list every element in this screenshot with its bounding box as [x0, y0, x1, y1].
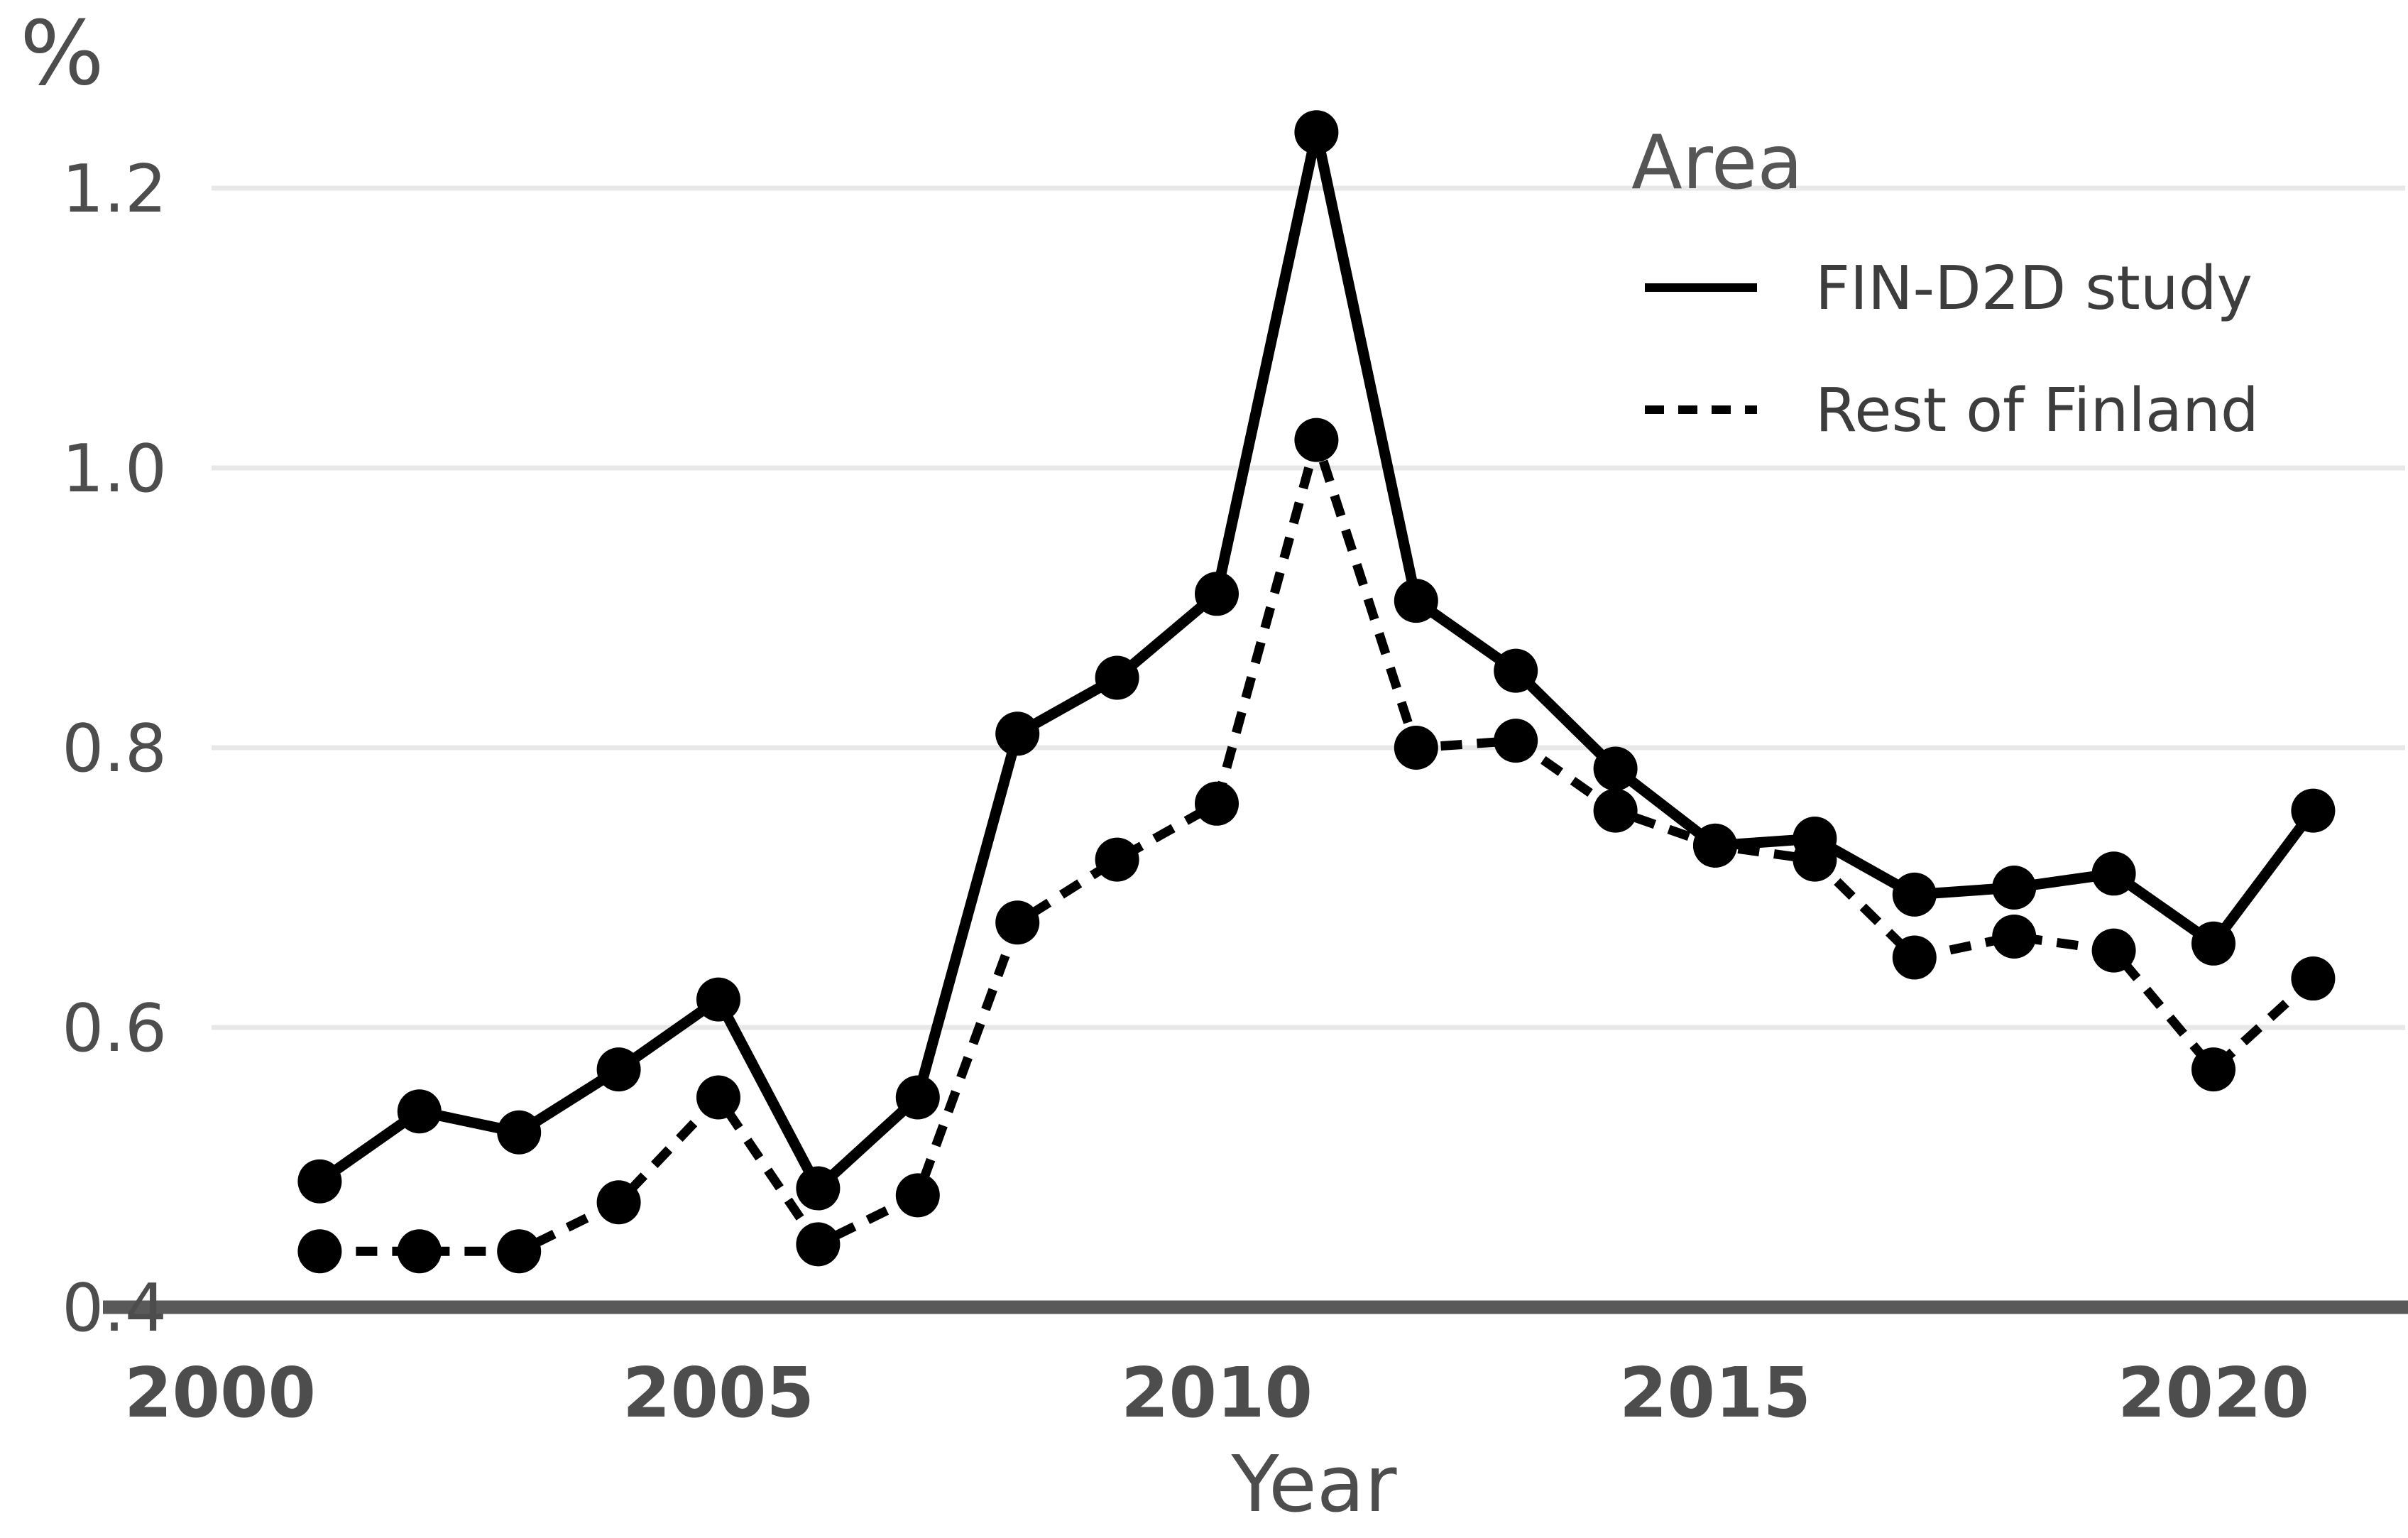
x-tick-label-2020: 2020	[2118, 1353, 2309, 1433]
x-axis-title: Year	[1231, 1439, 1398, 1529]
data-point-marker	[297, 1159, 342, 1204]
data-point-marker	[1693, 823, 1737, 868]
data-point-marker	[995, 711, 1040, 756]
y-tick-label-0.4: 0.4	[62, 1270, 167, 1346]
data-point-marker	[1294, 110, 1339, 155]
data-point-marker	[895, 1075, 940, 1120]
data-point-marker	[1494, 719, 1538, 763]
data-point-marker	[596, 1180, 641, 1225]
data-point-marker	[1294, 418, 1339, 462]
y-axis-unit-label: %	[20, 2, 104, 105]
data-point-marker	[596, 1047, 641, 1092]
series-line-rest-of-finland	[319, 423, 2316, 1256]
data-point-marker	[2091, 928, 2136, 973]
plot-area: 0.4 0.6 0.8 1.0 1.2 2000 2005 2010 2015 2020	[62, 110, 2408, 1433]
legend: Area FIN-D2D study Rest of Finland	[1631, 119, 2259, 446]
legend-item-label-fin-d2d-study: FIN-D2D study	[1815, 253, 2253, 324]
data-point-marker	[2291, 788, 2336, 833]
data-point-marker	[1095, 837, 1139, 882]
data-point-marker	[1494, 648, 1538, 693]
data-point-marker	[696, 1075, 740, 1120]
data-point-marker	[497, 1110, 542, 1155]
data-point-marker	[696, 977, 740, 1022]
data-point-marker	[1593, 788, 1638, 833]
legend-item-label-rest-of-finland: Rest of Finland	[1815, 376, 2259, 446]
data-point-marker	[1394, 579, 1438, 623]
data-point-marker	[1992, 866, 2037, 910]
data-point-marker	[1394, 726, 1438, 770]
data-point-marker	[397, 1089, 442, 1134]
data-point-marker	[2091, 851, 2136, 896]
data-point-marker	[2191, 1047, 2235, 1092]
x-tick-label-2000: 2000	[124, 1353, 316, 1433]
y-tick-label-0.8: 0.8	[62, 710, 167, 787]
y-tick-label-0.6: 0.6	[62, 990, 167, 1067]
x-tick-label-2015: 2015	[1619, 1353, 1811, 1433]
x-tick-label-2010: 2010	[1121, 1353, 1313, 1433]
data-point-marker	[796, 1222, 841, 1267]
y-tick-label-1.2: 1.2	[62, 151, 167, 227]
legend-title: Area	[1631, 119, 1803, 206]
data-point-marker	[1195, 572, 1239, 616]
data-point-marker	[1195, 781, 1239, 826]
data-point-marker	[995, 900, 1040, 945]
data-point-marker	[1593, 746, 1638, 791]
data-point-marker	[397, 1229, 442, 1274]
data-point-marker	[895, 1173, 940, 1218]
data-point-marker	[2291, 956, 2336, 1001]
data-point-marker	[796, 1166, 841, 1211]
data-point-marker	[1992, 914, 2037, 959]
x-tick-label-2005: 2005	[623, 1353, 814, 1433]
data-point-marker	[297, 1229, 342, 1274]
data-point-marker	[497, 1229, 542, 1274]
data-point-marker	[1892, 935, 1937, 980]
data-point-marker	[2191, 921, 2235, 966]
y-tick-label-1.0: 1.0	[62, 430, 167, 507]
data-point-marker	[1095, 655, 1139, 700]
data-point-marker	[1793, 817, 1837, 861]
data-point-marker	[1892, 872, 1937, 917]
